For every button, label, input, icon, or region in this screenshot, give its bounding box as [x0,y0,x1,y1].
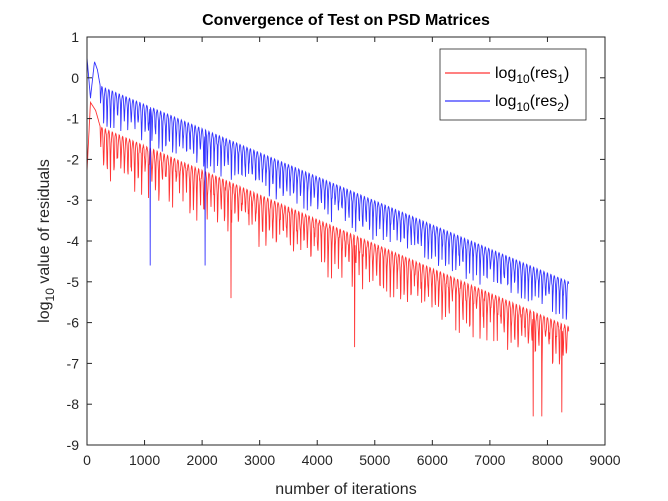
y-tick-label: -5 [67,274,80,290]
x-tick-label: 1000 [129,452,160,468]
x-tick-label: 7000 [474,452,505,468]
legend-label-res1: log10(res1) [495,65,569,86]
y-axis-label: log10 value of residuals [36,159,57,323]
y-tick-label: -2 [67,151,80,167]
y-tick-label: -6 [67,315,80,331]
legend: log10(res1) log10(res2) [439,48,587,121]
y-tick-label: -8 [67,396,80,412]
y-axis-label-main: log [36,301,53,322]
x-ticks: 0 1000 2000 3000 4000 5000 6000 7000 8000 9000 [83,37,621,468]
legend-label-res2: log10(res2) [495,93,569,114]
x-tick-label: 8000 [532,452,563,468]
x-tick-label: 4000 [302,452,333,468]
y-ticks: 1 0 -1 -2 -3 -4 -5 -6 -7 -8 -9 [67,29,605,453]
y-tick-label: -3 [67,192,80,208]
y-tick-label: -1 [67,111,80,127]
x-tick-label: 0 [83,452,91,468]
x-tick-label: 6000 [417,452,448,468]
y-tick-label: -4 [67,233,80,249]
y-tick-label: -7 [67,355,80,371]
x-tick-label: 9000 [589,452,620,468]
x-tick-label: 2000 [187,452,218,468]
y-tick-label: 1 [71,29,79,45]
series-line-res2 [86,57,570,320]
series-line-res1 [86,100,570,417]
x-tick-label: 5000 [359,452,390,468]
y-tick-label: 0 [71,70,79,86]
x-axis-label: number of iterations [275,481,416,498]
legend-box [439,48,587,121]
y-axis-label-rest: value of residuals [36,159,53,288]
x-tick-label: 3000 [244,452,275,468]
plot-lines [86,57,570,417]
y-axis-label-sub: 10 [43,288,57,302]
chart-title: Convergence of Test on PSD Matrices [202,12,490,29]
y-tick-label: -9 [67,437,80,453]
